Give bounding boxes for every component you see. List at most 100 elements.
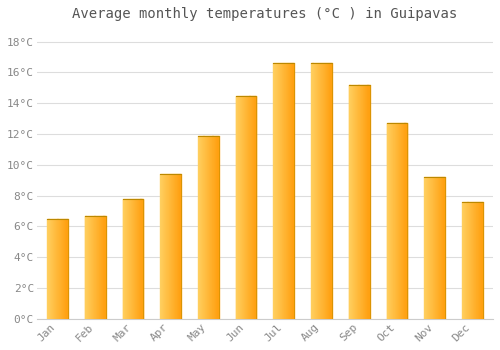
Bar [132,199,133,319]
Bar [134,199,135,319]
Bar [396,123,397,319]
Bar [390,123,392,319]
Bar [138,199,139,319]
Bar [169,174,170,319]
Bar [87,216,88,319]
Bar [466,202,467,319]
Bar [324,63,325,319]
Bar [200,135,202,319]
Bar [167,174,168,319]
Bar [276,63,277,319]
Bar [312,63,313,319]
Bar [361,85,362,319]
Bar [430,177,431,319]
Bar [440,177,441,319]
Bar [387,123,388,319]
Bar [180,174,181,319]
Bar [470,202,471,319]
Bar [467,202,468,319]
Bar [366,85,367,319]
Bar [236,96,237,319]
Bar [210,135,211,319]
Bar [479,202,480,319]
Bar [431,177,432,319]
Bar [102,216,103,319]
Bar [290,63,292,319]
Bar [90,216,91,319]
Bar [52,219,54,319]
Bar [211,135,212,319]
Bar [57,219,58,319]
Bar [174,174,175,319]
Bar [241,96,242,319]
Bar [163,174,164,319]
Bar [280,63,281,319]
Bar [358,85,359,319]
Bar [139,199,140,319]
Bar [480,202,482,319]
Bar [473,202,474,319]
Bar [177,174,178,319]
Bar [93,216,94,319]
Bar [246,96,247,319]
Bar [215,135,216,319]
Bar [285,63,286,319]
Bar [286,63,287,319]
Bar [67,219,68,319]
Bar [477,202,478,319]
Bar [98,216,100,319]
Bar [170,174,172,319]
Bar [126,199,128,319]
Bar [202,135,203,319]
Bar [355,85,356,319]
Bar [103,216,104,319]
Bar [362,85,364,319]
Bar [47,219,48,319]
Bar [128,199,130,319]
Bar [122,199,123,319]
Bar [394,123,395,319]
Bar [160,174,161,319]
Bar [207,135,208,319]
Bar [249,96,250,319]
Bar [328,63,329,319]
Bar [100,216,102,319]
Bar [360,85,362,319]
Bar [327,63,328,319]
Bar [321,63,322,319]
Bar [130,199,131,319]
Bar [238,96,239,319]
Bar [86,216,87,319]
Bar [350,85,351,319]
Bar [314,63,316,319]
Bar [124,199,126,319]
Bar [438,177,439,319]
Bar [254,96,255,319]
Bar [287,63,288,319]
Bar [205,135,206,319]
Bar [161,174,162,319]
Bar [428,177,429,319]
Bar [64,219,65,319]
Bar [244,96,246,319]
Bar [128,199,129,319]
Bar [59,219,60,319]
Bar [95,216,96,319]
Bar [278,63,279,319]
Bar [178,174,179,319]
Bar [96,216,98,319]
Bar [434,177,436,319]
Bar [388,123,390,319]
Bar [403,123,404,319]
Bar [359,85,360,319]
Bar [398,123,399,319]
Bar [200,135,201,319]
Bar [292,63,293,319]
Bar [288,63,290,319]
Bar [246,96,248,319]
Bar [141,199,142,319]
Bar [62,219,63,319]
Bar [89,216,90,319]
Bar [50,219,51,319]
Bar [429,177,430,319]
